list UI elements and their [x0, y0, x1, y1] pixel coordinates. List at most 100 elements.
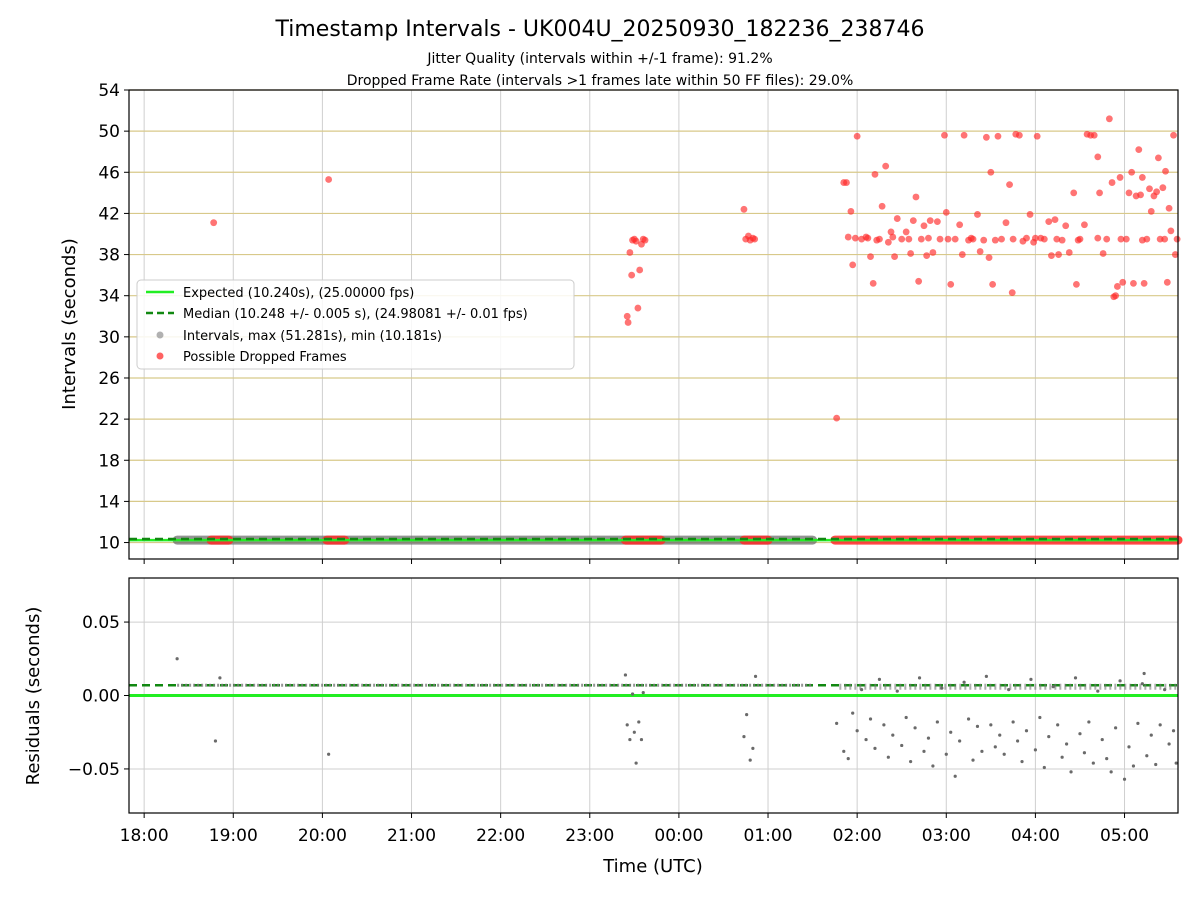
dropped-frame-point [889, 233, 897, 241]
residual-point [1167, 742, 1171, 746]
intervals-y-tick-label: 22 [98, 410, 120, 430]
intervals-y-ticks: 10 14 18 22 26 30 34 38 42 46 50 54 [98, 81, 129, 554]
legend-median-label: Median (10.248 +/- 0.005 s), (24.98081 +… [183, 307, 528, 322]
dropped-frame-point [884, 238, 892, 246]
dropped-frame-point [1122, 235, 1130, 243]
legend-dropped-swatch [156, 352, 164, 360]
residual-point [1033, 748, 1038, 752]
dropped-frame-point [1081, 221, 1088, 229]
residual-point [1038, 715, 1042, 720]
dropped-frame-point [1103, 235, 1111, 243]
x-tick-label: 19:00 [209, 826, 258, 846]
intervals-y-tick-label: 42 [98, 204, 120, 224]
dropped-frame-point [1167, 227, 1175, 235]
dropped-frame-point [623, 312, 631, 320]
residual-point [984, 674, 988, 679]
residual-point [1064, 742, 1069, 746]
residual-point [851, 711, 855, 715]
dropped-frame-point [1154, 154, 1162, 162]
residual-point [1100, 737, 1104, 742]
dropped-frame-point [1171, 251, 1179, 258]
residual-point [940, 686, 944, 690]
dropped-frame-point [1094, 153, 1102, 161]
residual-point [917, 676, 922, 680]
residual-point [949, 730, 953, 734]
residuals-x-ticks: 18:00 19:00 20:00 21:00 22:00 23:00 00:00 01:00… [120, 813, 1149, 846]
residuals-y-tick-label: 0.00 [82, 687, 120, 707]
residual-point [962, 680, 966, 684]
dropped-frame-point [636, 266, 644, 274]
residual-point [1082, 751, 1087, 755]
dropped-frame-point [1002, 219, 1010, 227]
residual-point [742, 735, 746, 739]
dropped-frame-point [632, 237, 640, 245]
residual-point [1020, 759, 1024, 764]
residual-point [1142, 671, 1146, 676]
dropped-frame-point [912, 193, 920, 201]
residual-point [1118, 679, 1122, 683]
dropped-frame-point [944, 235, 952, 243]
residual-point [980, 749, 984, 753]
residual-point [1163, 688, 1167, 692]
dropped-frame-point [980, 236, 988, 244]
dropped-frame-point [936, 235, 944, 243]
dropped-frame-point [869, 279, 877, 287]
dropped-frame-point [1117, 235, 1125, 243]
x-tick-label: 03:00 [922, 826, 971, 846]
dropped-frame-point [923, 252, 931, 259]
dropped-frame-point [1074, 236, 1082, 244]
residual-point [639, 737, 644, 742]
residual-point [1158, 723, 1162, 727]
intervals-axes-frame [128, 89, 1179, 560]
intervals-y-tick-label: 26 [98, 369, 120, 389]
residual-point [953, 774, 957, 778]
residuals-panel: −0.05 0.00 0.05 18:00 19:00 20:00 21:00 22:00 2… [23, 577, 1179, 846]
dropped-frame-point [987, 168, 995, 176]
dropped-frame-point [1137, 191, 1144, 199]
dropped-frame-point [1065, 249, 1073, 256]
intervals-y-axis-label: Intervals (seconds) [59, 238, 80, 410]
dropped-frame-point [210, 219, 218, 227]
x-tick-label: 20:00 [298, 826, 347, 846]
residual-point [1091, 761, 1095, 765]
dropped-frame-point [628, 271, 636, 279]
residual-point [1114, 726, 1118, 730]
dropped-frame-point [989, 280, 997, 288]
residual-point [891, 733, 895, 737]
dropped-frame-point [1033, 132, 1041, 140]
residual-point [842, 749, 846, 753]
dropped-frame-point [871, 170, 879, 178]
residual-point [998, 733, 1002, 737]
dropped-frame-point [1147, 207, 1155, 215]
intervals-y-tick-label: 38 [98, 246, 120, 266]
dropped-frame-point [1096, 189, 1103, 197]
residual-point [623, 673, 628, 677]
x-tick-label: 05:00 [1100, 826, 1149, 846]
dropped-frame-point [1055, 251, 1062, 258]
dropped-frame-point [991, 236, 999, 244]
dropped-frame-point [1135, 146, 1143, 154]
dropped-frame-point [1053, 235, 1061, 243]
dropped-frame-point [1173, 235, 1181, 243]
dropped-frame-point [1040, 235, 1048, 243]
residual-point [634, 761, 638, 765]
residual-point [625, 723, 629, 727]
dropped-frame-point [844, 233, 852, 241]
residuals-y-ticks: −0.05 0.00 0.05 [68, 613, 129, 780]
residual-point [1051, 685, 1055, 689]
dropped-frame-point [985, 254, 993, 262]
dropped-frame-point [925, 234, 932, 242]
dropped-frame-point [1094, 234, 1102, 242]
dropped-frame-point [1138, 174, 1146, 181]
residual-point [1002, 752, 1006, 756]
dropped-frame-point [624, 319, 632, 326]
intervals-y-tick-label: 50 [98, 122, 120, 142]
dropped-frame-point [929, 249, 937, 256]
dropped-frame-point [1153, 188, 1161, 196]
dropped-frame-point [833, 414, 841, 422]
dropped-frame-point [982, 133, 990, 141]
dropped-frame-point [891, 253, 898, 261]
residual-point [218, 676, 222, 680]
x-tick-label: 00:00 [654, 826, 703, 846]
residual-point [935, 720, 939, 724]
